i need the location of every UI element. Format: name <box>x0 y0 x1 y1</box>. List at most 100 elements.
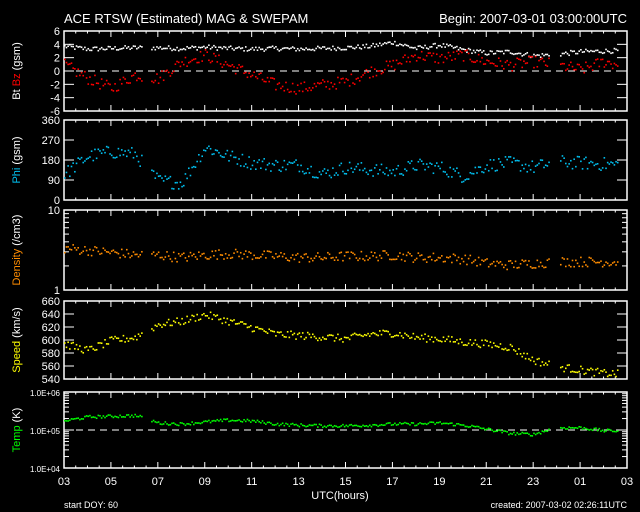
data-point <box>110 250 113 252</box>
data-point <box>120 82 123 85</box>
data-point <box>219 418 222 421</box>
data-point <box>578 156 581 158</box>
data-point <box>397 164 400 167</box>
data-point <box>186 45 188 48</box>
data-point <box>117 416 120 419</box>
data-point <box>482 344 485 347</box>
data-point <box>82 48 85 51</box>
data-point <box>310 49 312 51</box>
data-point <box>561 257 564 259</box>
data-point <box>266 76 269 79</box>
data-point <box>489 263 492 266</box>
data-point <box>333 48 336 50</box>
data-point <box>246 76 249 79</box>
data-point <box>462 424 465 426</box>
data-point <box>196 313 198 316</box>
data-point <box>484 63 487 65</box>
data-point <box>64 58 66 61</box>
data-point <box>189 47 192 49</box>
data-point <box>394 258 396 261</box>
data-point <box>513 157 515 160</box>
data-point <box>313 423 316 426</box>
data-point <box>447 44 450 47</box>
data-point <box>306 331 309 334</box>
data-point <box>234 72 237 75</box>
data-point <box>85 415 88 417</box>
data-point <box>89 414 91 417</box>
data-point <box>603 368 606 371</box>
data-point <box>296 84 299 86</box>
data-point <box>281 422 284 425</box>
data-point <box>516 267 519 269</box>
data-point <box>434 423 436 425</box>
data-point <box>395 44 398 47</box>
data-point <box>154 254 157 257</box>
data-point <box>419 57 421 59</box>
data-point <box>219 46 222 49</box>
data-point <box>404 43 406 46</box>
data-point <box>209 61 212 64</box>
data-point <box>365 334 368 337</box>
data-point <box>255 326 257 328</box>
data-point <box>566 258 569 260</box>
data-point <box>352 424 354 427</box>
data-point <box>362 258 364 260</box>
data-point <box>189 174 192 177</box>
data-point <box>313 82 316 85</box>
data-point <box>110 415 113 418</box>
data-point <box>107 82 110 85</box>
data-point <box>412 167 415 170</box>
data-point <box>244 163 247 165</box>
data-point <box>559 366 562 369</box>
data-point <box>317 426 319 428</box>
data-point <box>613 164 616 166</box>
data-point <box>503 52 505 55</box>
data-point <box>501 50 503 53</box>
data-point <box>102 149 105 151</box>
data-point <box>441 161 443 164</box>
data-point <box>182 184 185 187</box>
y-axis-label-part: Speed <box>11 341 23 373</box>
data-point <box>357 334 359 336</box>
data-point <box>410 422 413 424</box>
data-point <box>404 332 406 335</box>
data-point <box>513 53 515 56</box>
data-point <box>105 79 108 82</box>
data-point <box>295 254 297 256</box>
data-point <box>573 50 575 52</box>
data-point <box>608 60 611 63</box>
data-point <box>206 258 209 260</box>
data-point <box>92 46 95 49</box>
data-point <box>368 169 371 172</box>
data-point <box>539 58 542 61</box>
y-axis-label: Phi (gsm) <box>11 136 23 183</box>
data-point <box>80 46 83 49</box>
data-point <box>523 54 525 56</box>
data-point <box>191 254 193 257</box>
data-point <box>120 248 123 251</box>
data-point <box>179 181 182 184</box>
data-point <box>385 330 388 332</box>
data-point <box>399 43 401 46</box>
data-point <box>208 258 210 260</box>
data-point <box>120 149 123 151</box>
data-point <box>323 338 326 340</box>
data-point <box>605 371 607 373</box>
data-point <box>182 252 185 255</box>
data-point <box>132 338 135 341</box>
data-point <box>340 425 343 427</box>
data-point <box>328 47 331 50</box>
data-point <box>405 169 408 172</box>
data-point <box>263 422 265 424</box>
series-phi <box>64 145 619 190</box>
data-point <box>156 325 158 328</box>
data-point <box>263 250 265 253</box>
data-point <box>174 49 177 51</box>
data-point <box>566 364 569 367</box>
data-point <box>563 258 565 260</box>
data-point <box>481 259 483 261</box>
data-point <box>332 426 334 428</box>
data-point <box>100 252 103 255</box>
x-tick-label: 09 <box>199 476 211 488</box>
data-point <box>580 426 582 428</box>
